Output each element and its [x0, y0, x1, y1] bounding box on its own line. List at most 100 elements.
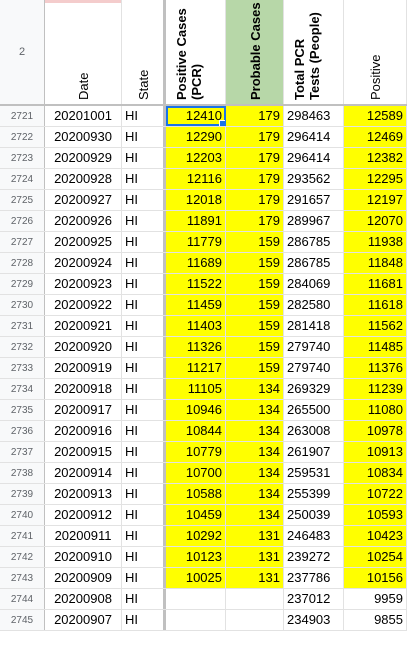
cell-total-pcr[interactable]: 250039 [284, 505, 344, 525]
cell-state[interactable]: HI [122, 295, 166, 315]
cell-probable[interactable]: 134 [226, 400, 284, 420]
cell-positive[interactable]: 10978 [344, 421, 407, 441]
cell-date[interactable]: 20201001 [45, 106, 122, 126]
cell-state[interactable]: HI [122, 274, 166, 294]
row-number[interactable]: 2733 [0, 358, 45, 378]
row-number[interactable]: 2727 [0, 232, 45, 252]
cell-positive-pcr[interactable] [166, 589, 226, 609]
cell-state[interactable]: HI [122, 400, 166, 420]
header-cell-probable[interactable]: Probable Cases [226, 0, 284, 104]
cell-probable[interactable]: 179 [226, 148, 284, 168]
cell-probable[interactable]: 131 [226, 547, 284, 567]
cell-total-pcr[interactable]: 282580 [284, 295, 344, 315]
cell-total-pcr[interactable]: 296414 [284, 148, 344, 168]
header-cell-total-pcr[interactable]: Total PCR Tests (People) [284, 0, 344, 104]
cell-positive-pcr[interactable]: 12410 [166, 106, 226, 126]
cell-positive-pcr[interactable]: 11779 [166, 232, 226, 252]
cell-state[interactable]: HI [122, 337, 166, 357]
cell-positive-pcr[interactable]: 10025 [166, 568, 226, 588]
cell-state[interactable]: HI [122, 463, 166, 483]
cell-date[interactable]: 20200912 [45, 505, 122, 525]
cell-probable[interactable]: 179 [226, 169, 284, 189]
row-number[interactable]: 2728 [0, 253, 45, 273]
header-cell-positive[interactable]: Positive [344, 0, 407, 104]
row-number[interactable]: 2740 [0, 505, 45, 525]
cell-state[interactable]: HI [122, 379, 166, 399]
cell-probable[interactable]: 159 [226, 358, 284, 378]
cell-state[interactable]: HI [122, 358, 166, 378]
cell-probable[interactable]: 179 [226, 106, 284, 126]
header-row-number[interactable]: 2 [0, 0, 45, 104]
row-number[interactable]: 2723 [0, 148, 45, 168]
cell-date[interactable]: 20200911 [45, 526, 122, 546]
row-number[interactable]: 2741 [0, 526, 45, 546]
cell-probable[interactable]: 159 [226, 295, 284, 315]
cell-total-pcr[interactable]: 298463 [284, 106, 344, 126]
cell-state[interactable]: HI [122, 316, 166, 336]
row-number[interactable]: 2743 [0, 568, 45, 588]
cell-positive[interactable]: 12070 [344, 211, 407, 231]
cell-probable[interactable] [226, 610, 284, 630]
cell-date[interactable]: 20200916 [45, 421, 122, 441]
cell-positive[interactable]: 10254 [344, 547, 407, 567]
cell-total-pcr[interactable]: 237012 [284, 589, 344, 609]
cell-positive[interactable]: 11239 [344, 379, 407, 399]
cell-probable[interactable] [226, 589, 284, 609]
cell-positive-pcr[interactable]: 11522 [166, 274, 226, 294]
cell-date[interactable]: 20200924 [45, 253, 122, 273]
cell-probable[interactable]: 159 [226, 232, 284, 252]
cell-positive-pcr[interactable]: 10844 [166, 421, 226, 441]
cell-date[interactable]: 20200920 [45, 337, 122, 357]
cell-positive-pcr[interactable]: 11891 [166, 211, 226, 231]
cell-state[interactable]: HI [122, 211, 166, 231]
cell-positive-pcr[interactable]: 10123 [166, 547, 226, 567]
cell-probable[interactable]: 131 [226, 526, 284, 546]
cell-positive[interactable]: 11562 [344, 316, 407, 336]
cell-positive[interactable]: 10423 [344, 526, 407, 546]
row-number[interactable]: 2737 [0, 442, 45, 462]
cell-total-pcr[interactable]: 289967 [284, 211, 344, 231]
row-number[interactable]: 2735 [0, 400, 45, 420]
cell-total-pcr[interactable]: 279740 [284, 358, 344, 378]
cell-state[interactable]: HI [122, 232, 166, 252]
cell-probable[interactable]: 159 [226, 337, 284, 357]
cell-state[interactable]: HI [122, 148, 166, 168]
row-number[interactable]: 2726 [0, 211, 45, 231]
cell-date[interactable]: 20200930 [45, 127, 122, 147]
cell-probable[interactable]: 179 [226, 127, 284, 147]
row-number[interactable]: 2721 [0, 106, 45, 126]
row-number[interactable]: 2732 [0, 337, 45, 357]
cell-state[interactable]: HI [122, 505, 166, 525]
cell-positive[interactable]: 11618 [344, 295, 407, 315]
cell-positive-pcr[interactable]: 10588 [166, 484, 226, 504]
cell-total-pcr[interactable]: 261907 [284, 442, 344, 462]
cell-positive[interactable]: 9855 [344, 610, 407, 630]
cell-state[interactable]: HI [122, 421, 166, 441]
cell-positive[interactable]: 12382 [344, 148, 407, 168]
cell-state[interactable]: HI [122, 169, 166, 189]
cell-probable[interactable]: 134 [226, 379, 284, 399]
cell-positive-pcr[interactable] [166, 610, 226, 630]
cell-total-pcr[interactable]: 246483 [284, 526, 344, 546]
cell-date[interactable]: 20200922 [45, 295, 122, 315]
cell-date[interactable]: 20200919 [45, 358, 122, 378]
cell-total-pcr[interactable]: 234903 [284, 610, 344, 630]
cell-positive[interactable]: 11681 [344, 274, 407, 294]
cell-positive-pcr[interactable]: 11459 [166, 295, 226, 315]
cell-probable[interactable]: 134 [226, 484, 284, 504]
cell-date[interactable]: 20200909 [45, 568, 122, 588]
cell-date[interactable]: 20200929 [45, 148, 122, 168]
cell-total-pcr[interactable]: 239272 [284, 547, 344, 567]
cell-positive-pcr[interactable]: 11217 [166, 358, 226, 378]
cell-positive-pcr[interactable]: 12018 [166, 190, 226, 210]
cell-positive[interactable]: 12197 [344, 190, 407, 210]
cell-probable[interactable]: 159 [226, 274, 284, 294]
cell-probable[interactable]: 134 [226, 421, 284, 441]
cell-date[interactable]: 20200910 [45, 547, 122, 567]
cell-date[interactable]: 20200925 [45, 232, 122, 252]
cell-positive-pcr[interactable]: 11105 [166, 379, 226, 399]
cell-total-pcr[interactable]: 291657 [284, 190, 344, 210]
cell-state[interactable]: HI [122, 547, 166, 567]
cell-state[interactable]: HI [122, 610, 166, 630]
row-number[interactable]: 2731 [0, 316, 45, 336]
